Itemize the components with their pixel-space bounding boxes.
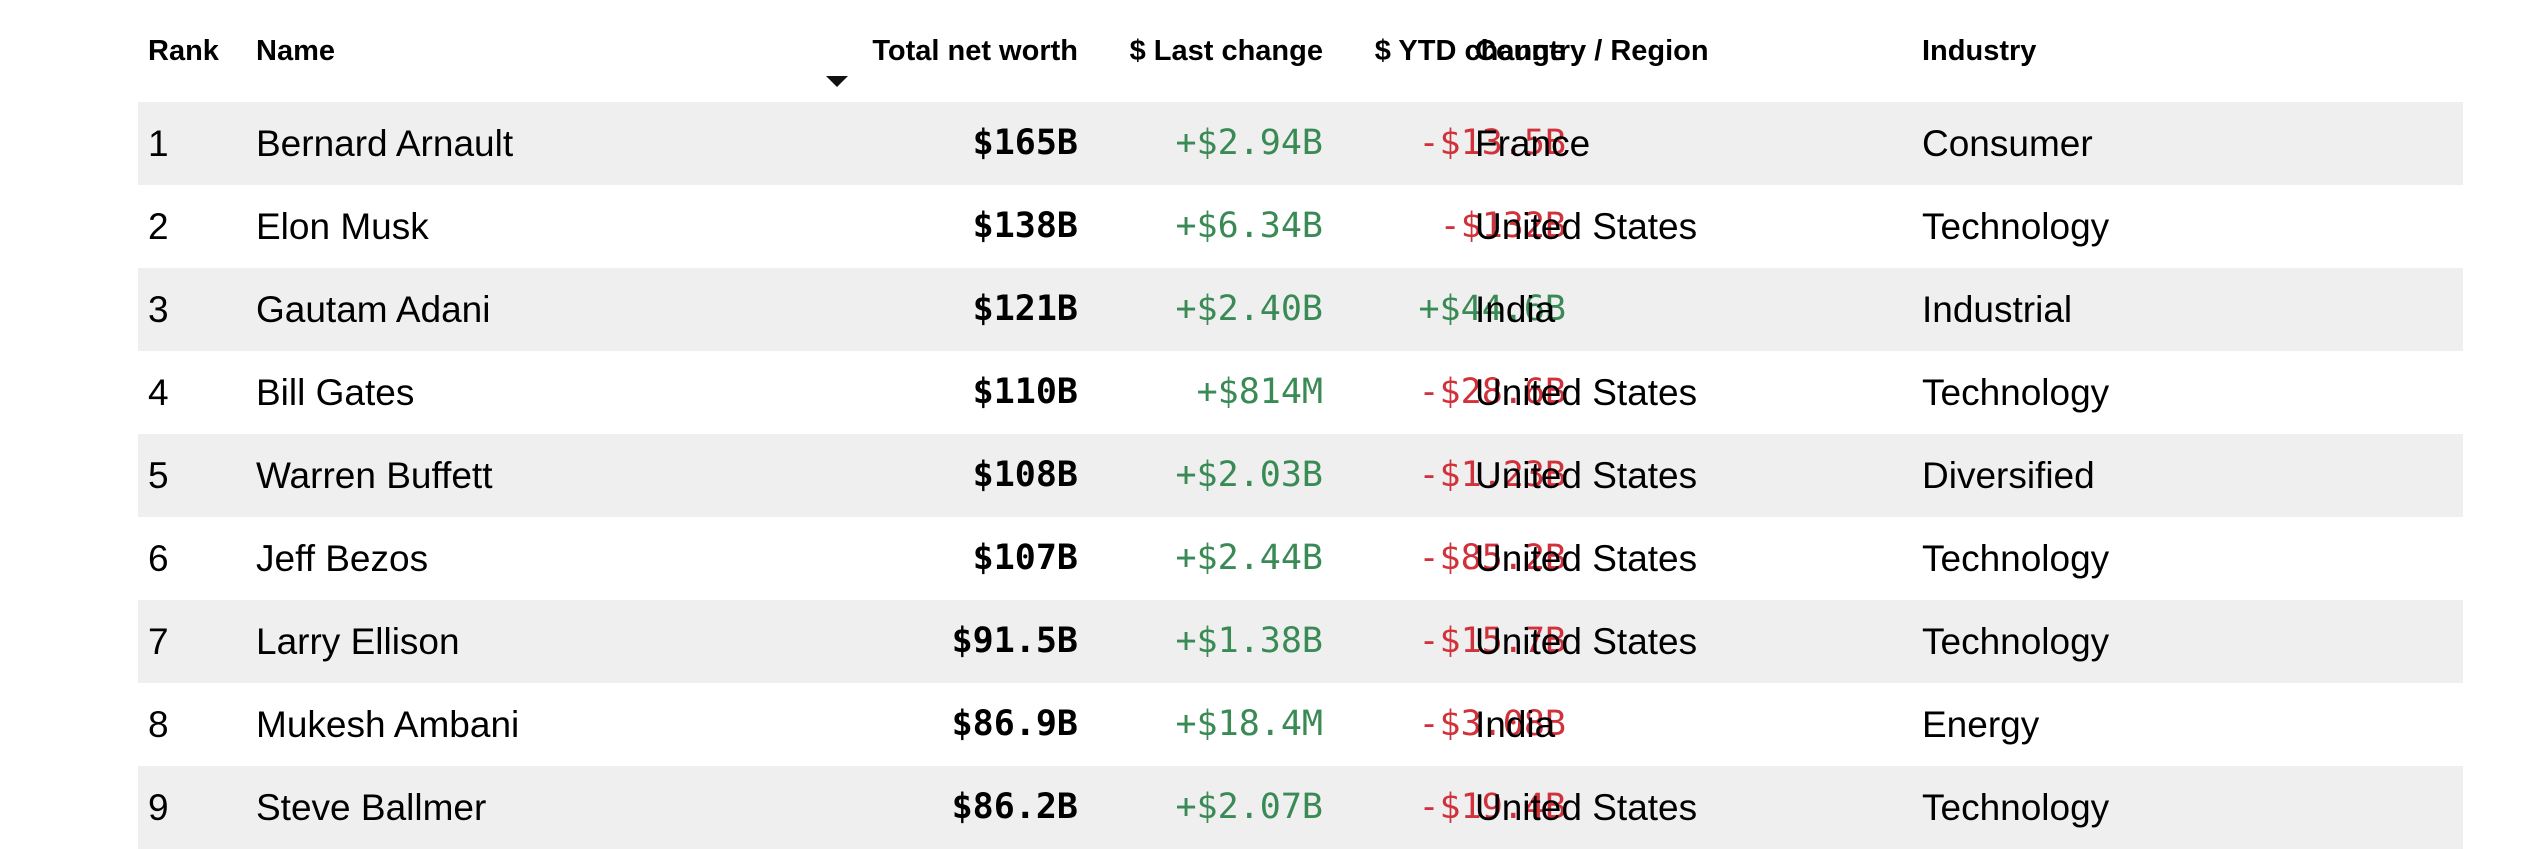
ytd-change-cell: -$15.7B bbox=[1418, 621, 1566, 661]
country-cell: France bbox=[1475, 123, 1591, 164]
country-cell: United States bbox=[1475, 538, 1698, 579]
net-worth-cell: $86.9B bbox=[951, 704, 1078, 744]
industry-cell: Energy bbox=[1922, 704, 2040, 745]
net-worth-cell: $138B bbox=[972, 206, 1078, 246]
industry-cell: Industrial bbox=[1922, 289, 2073, 330]
column-header-last-change[interactable]: $ Last change bbox=[1129, 35, 1323, 67]
rank-cell: 8 bbox=[148, 704, 169, 745]
table-row[interactable]: 8 Mukesh Ambani $86.9B +$18.4M -$3.08B I… bbox=[138, 683, 2463, 766]
last-change-cell: +$6.34B bbox=[1175, 206, 1323, 246]
rank-cell: 4 bbox=[148, 372, 169, 413]
country-cell: India bbox=[1475, 289, 1556, 330]
table-row[interactable]: 2 Elon Musk $138B +$6.34B -$132B United … bbox=[138, 185, 2463, 268]
industry-cell: Diversified bbox=[1922, 455, 2095, 496]
ytd-change-cell: -$13.5B bbox=[1418, 123, 1566, 163]
industry-cell: Consumer bbox=[1922, 123, 2093, 164]
table-row[interactable]: 9 Steve Ballmer $86.2B +$2.07B -$19.4B U… bbox=[138, 766, 2463, 849]
ytd-change-cell: -$19.4B bbox=[1418, 787, 1566, 827]
rank-cell: 2 bbox=[148, 206, 169, 247]
net-worth-cell: $108B bbox=[972, 455, 1078, 495]
ytd-change-cell: -$1.23B bbox=[1418, 455, 1566, 495]
name-link[interactable]: Larry Ellison bbox=[256, 621, 460, 662]
country-cell: United States bbox=[1475, 621, 1698, 662]
table-header: Rank Name Total net worth $ Last change … bbox=[138, 0, 2463, 102]
last-change-cell: +$2.07B bbox=[1175, 787, 1323, 827]
last-change-cell: +$1.38B bbox=[1175, 621, 1323, 661]
last-change-cell: +$18.4M bbox=[1175, 704, 1323, 744]
sort-descending-icon[interactable] bbox=[826, 76, 848, 87]
ytd-change-cell: -$85.2B bbox=[1418, 538, 1566, 578]
table-row[interactable]: 5 Warren Buffett $108B +$2.03B -$1.23B U… bbox=[138, 434, 2463, 517]
industry-cell: Technology bbox=[1922, 538, 2110, 579]
table-row[interactable]: 7 Larry Ellison $91.5B +$1.38B -$15.7B U… bbox=[138, 600, 2463, 683]
ytd-change-cell: +$44.6B bbox=[1418, 289, 1566, 329]
net-worth-cell: $110B bbox=[972, 372, 1078, 412]
column-header-net-worth[interactable]: Total net worth bbox=[872, 35, 1078, 67]
industry-cell: Technology bbox=[1922, 787, 2110, 828]
name-link[interactable]: Steve Ballmer bbox=[256, 787, 487, 828]
ytd-change-cell: -$28.6B bbox=[1418, 372, 1566, 412]
industry-cell: Technology bbox=[1922, 621, 2110, 662]
last-change-cell: +$2.40B bbox=[1175, 289, 1323, 329]
country-cell: United States bbox=[1475, 206, 1698, 247]
table-row[interactable]: 6 Jeff Bezos $107B +$2.44B -$85.2B Unite… bbox=[138, 517, 2463, 600]
last-change-cell: +$814M bbox=[1196, 372, 1323, 412]
ytd-change-cell: -$3.08B bbox=[1418, 704, 1566, 744]
table-row[interactable]: 4 Bill Gates $110B +$814M -$28.6B United… bbox=[138, 351, 2463, 434]
column-header-name[interactable]: Name bbox=[256, 35, 335, 67]
billionaires-table: Rank Name Total net worth $ Last change … bbox=[138, 0, 2463, 849]
name-link[interactable]: Jeff Bezos bbox=[256, 538, 429, 579]
industry-cell: Technology bbox=[1922, 372, 2110, 413]
net-worth-cell: $86.2B bbox=[951, 787, 1078, 827]
ytd-change-cell: -$132B bbox=[1439, 206, 1566, 246]
name-link[interactable]: Gautam Adani bbox=[256, 289, 491, 330]
net-worth-cell: $107B bbox=[972, 538, 1078, 578]
column-header-rank[interactable]: Rank bbox=[148, 35, 219, 67]
name-link[interactable]: Bernard Arnault bbox=[256, 123, 514, 164]
industry-cell: Technology bbox=[1922, 206, 2110, 247]
table-row[interactable]: 3 Gautam Adani $121B +$2.40B +$44.6B Ind… bbox=[138, 268, 2463, 351]
name-link[interactable]: Warren Buffett bbox=[256, 455, 493, 496]
column-header-industry[interactable]: Industry bbox=[1922, 35, 2037, 67]
net-worth-cell: $121B bbox=[972, 289, 1078, 329]
rank-cell: 1 bbox=[148, 123, 169, 164]
country-cell: United States bbox=[1475, 455, 1698, 496]
rank-cell: 7 bbox=[148, 621, 169, 662]
rank-cell: 6 bbox=[148, 538, 169, 579]
last-change-cell: +$2.03B bbox=[1175, 455, 1323, 495]
column-header-country[interactable]: Country / Region bbox=[1475, 35, 1709, 67]
country-cell: United States bbox=[1475, 372, 1698, 413]
net-worth-cell: $91.5B bbox=[951, 621, 1078, 661]
country-cell: United States bbox=[1475, 787, 1698, 828]
name-link[interactable]: Elon Musk bbox=[256, 206, 429, 247]
name-link[interactable]: Bill Gates bbox=[256, 372, 415, 413]
country-cell: India bbox=[1475, 704, 1556, 745]
net-worth-cell: $165B bbox=[972, 123, 1078, 163]
last-change-cell: +$2.44B bbox=[1175, 538, 1323, 578]
rank-cell: 5 bbox=[148, 455, 169, 496]
column-header-ytd-change[interactable]: $ YTD change bbox=[1374, 35, 1566, 67]
name-link[interactable]: Mukesh Ambani bbox=[256, 704, 520, 745]
rank-cell: 3 bbox=[148, 289, 169, 330]
last-change-cell: +$2.94B bbox=[1175, 123, 1323, 163]
rank-cell: 9 bbox=[148, 787, 169, 828]
table-row[interactable]: 1 Bernard Arnault $165B +$2.94B -$13.5B … bbox=[138, 102, 2463, 185]
